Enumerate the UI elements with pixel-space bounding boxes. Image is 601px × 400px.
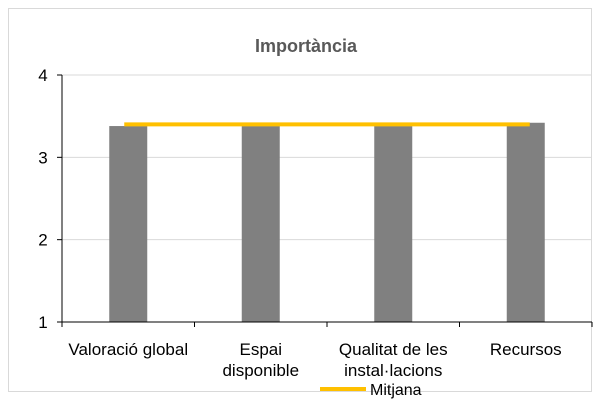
bar-2 [374,126,413,323]
legend: Mitjana [320,382,422,399]
legend-label-mitjana: Mitjana [370,382,422,399]
gridlines [62,74,592,241]
y-tick-label-1: 2 [38,231,47,250]
chart-title: Importància [255,36,358,56]
bar-3 [506,122,545,323]
bar-1 [241,126,280,323]
x-tick-label-3-0: Recursos [490,340,562,359]
x-tick-label-1-0: Espai [239,340,282,359]
y-tick-labels: 1 2 3 4 [38,66,47,332]
axes [57,74,593,327]
bars [109,122,545,323]
x-tick-label-2-1: instal·lacions [344,361,442,380]
y-tick-label-2: 3 [38,148,47,167]
y-tick-label-0: 1 [38,313,47,332]
chart-frame [8,8,592,392]
bar-0 [109,126,148,323]
x-tick-label-2-0: Qualitat de les [339,340,448,359]
x-tick-labels: Valoració global Espai disponible Qualitat … [68,340,561,380]
x-tick-label-0-0: Valoració global [68,340,188,359]
x-tick-label-1-1: disponible [222,361,299,380]
y-tick-label-3: 4 [38,66,47,85]
